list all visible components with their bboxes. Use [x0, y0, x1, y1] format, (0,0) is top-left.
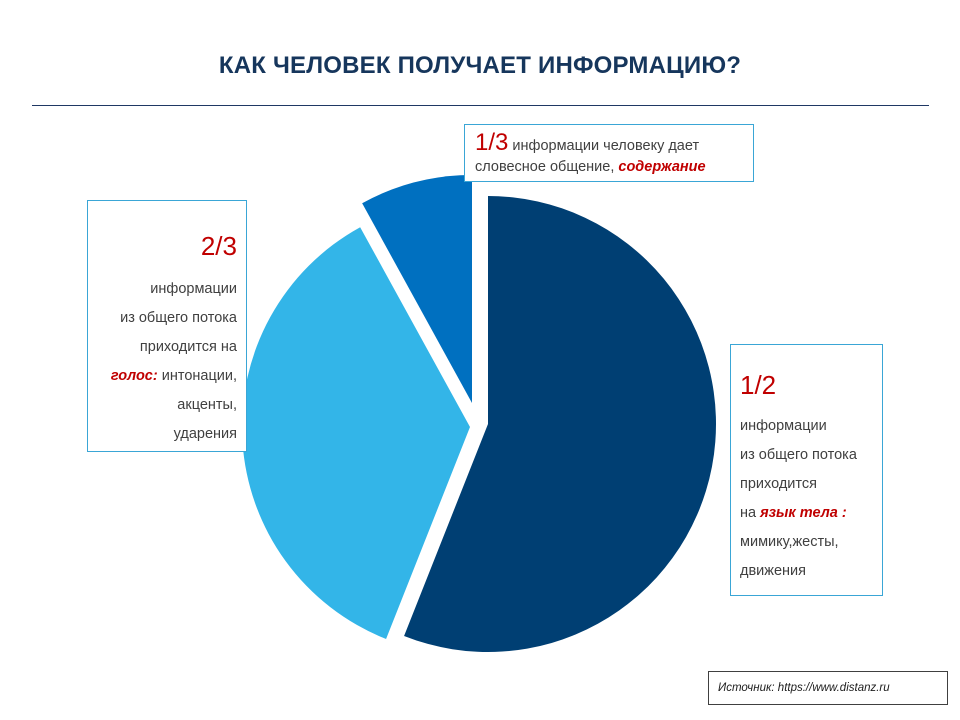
fraction-left: 2/3 [200, 231, 237, 261]
label-right-highlight: язык тела : [760, 505, 847, 521]
label-box-left: 2/3 информации из общего потока приходит… [87, 200, 247, 452]
label-top-text2: словесное общение, [475, 159, 619, 175]
slice-words [362, 175, 472, 403]
label-right-line1: информации [740, 418, 827, 434]
label-left-line4: интонации, [157, 368, 237, 384]
slice-voice [241, 227, 470, 639]
label-left-line5: акценты, [177, 397, 237, 413]
label-top-highlight: содержание [618, 159, 706, 175]
label-top-text1: информации человеку дает [508, 138, 700, 154]
label-right-line4-prefix: на [740, 505, 761, 521]
label-box-right: 1/2 информации из общего потока приходит… [730, 344, 883, 596]
slice-body-language [404, 196, 716, 652]
label-left-line3: приходится на [139, 339, 237, 355]
label-right-line6: движения [740, 563, 806, 579]
label-left-line2: из общего потока [120, 310, 237, 326]
fraction-right: 1/2 [740, 370, 777, 400]
title-divider [32, 105, 929, 106]
source-note: Источник: https://www.distanz.ru [708, 671, 948, 705]
label-left-line1: информации [150, 281, 237, 297]
label-right-line3: приходится [740, 476, 817, 492]
label-right-line2: из общего потока [740, 447, 857, 463]
page-title: КАК ЧЕЛОВЕК ПОЛУЧАЕТ ИНФОРМАЦИЮ? [218, 52, 742, 79]
label-box-top: 1/3 информации человеку дает словесное о… [464, 124, 754, 182]
label-left-line6: ударения [173, 426, 237, 442]
label-right-line5: мимику,жесты, [740, 534, 839, 550]
fraction-top: 1/3 [475, 129, 509, 156]
label-left-highlight: голос: [110, 368, 158, 384]
